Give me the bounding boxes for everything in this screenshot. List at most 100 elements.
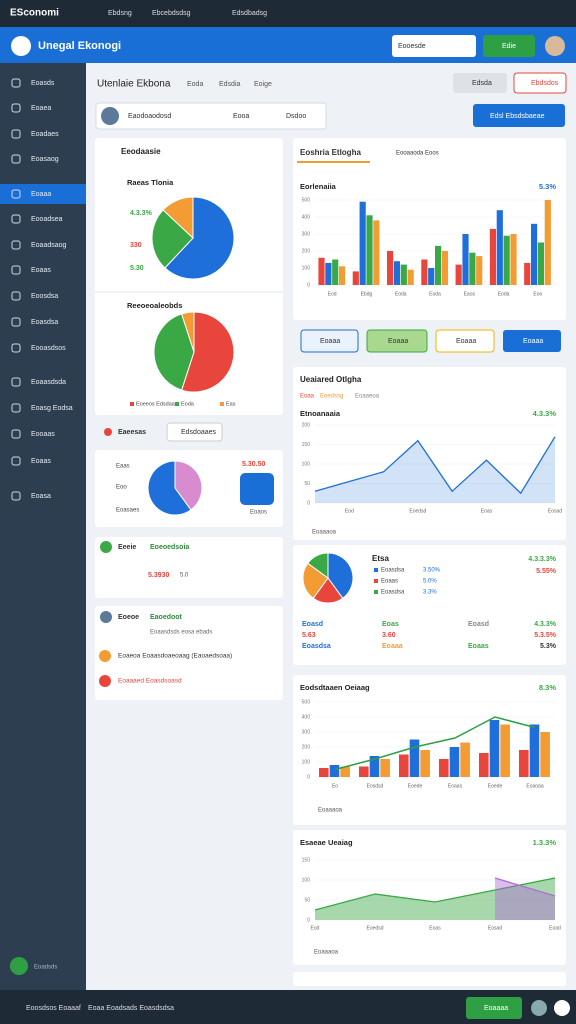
tab[interactable]: Eoaa: [300, 394, 315, 400]
menu-item[interactable]: Ebdsng: [108, 10, 132, 17]
panel-title: Eeodaasie: [121, 147, 161, 156]
tab[interactable]: Eoedssg: [320, 394, 343, 400]
user-name[interactable]: Eaodoaodosd: [128, 113, 171, 120]
pie-slice: [153, 313, 195, 391]
sidebar-item[interactable]: Eoasds: [31, 80, 55, 87]
stat: Eoaas: [468, 643, 489, 650]
bar: [421, 259, 428, 285]
tab[interactable]: Eoaaeoa: [355, 394, 380, 400]
tab[interactable]: Eooaaoda Eoos: [396, 151, 439, 157]
tab[interactable]: Eoige: [254, 81, 272, 88]
bar: [329, 765, 340, 777]
button-text[interactable]: Eoaaa: [320, 338, 340, 345]
y-tick-label: 0: [307, 774, 310, 780]
user-avatar: [101, 107, 119, 125]
header-title: Unegal Ekonogi: [38, 40, 121, 52]
bar: [469, 252, 476, 285]
list-item[interactable]: Eoaeoa Eoaasdoaeoaag (Eaoaedsoaa): [118, 653, 232, 660]
tool-button-text[interactable]: Edsda: [472, 80, 492, 87]
list-item[interactable]: Eoaaaed Eoasdsoasd: [118, 678, 182, 685]
sidebar-icon: [11, 377, 21, 387]
sidebar-item[interactable]: Eoaasdsda: [31, 379, 66, 386]
bar: [366, 215, 373, 285]
search-box[interactable]: [392, 35, 476, 57]
pie-slice: [174, 460, 203, 511]
sidebar-item[interactable]: Eoaadsaog: [31, 242, 67, 249]
sidebar-item[interactable]: Eooadsea: [31, 216, 63, 223]
pie-label: Eoasaes: [116, 508, 139, 514]
sidebar-item[interactable]: Eoosdsa: [31, 293, 58, 300]
button-text[interactable]: Eoaaa: [523, 338, 543, 345]
avatar[interactable]: [545, 36, 565, 56]
legend-value: 5.0%: [423, 579, 437, 585]
legend-item: Eoda: [181, 401, 195, 407]
menu-item[interactable]: Edsdbadsg: [232, 10, 267, 17]
select[interactable]: Eooa: [233, 113, 249, 120]
sidebar-item[interactable]: Eooaas: [31, 431, 55, 438]
tab[interactable]: Eoda: [187, 81, 203, 88]
tool-button-text[interactable]: Ebdsdos: [531, 80, 559, 87]
y-tick-label: 200: [302, 422, 311, 428]
menu-item[interactable]: Ebcebdsdsg: [152, 10, 191, 17]
user-select[interactable]: [95, 102, 327, 130]
tab[interactable]: Edsdia: [219, 81, 241, 88]
bottom-icon[interactable]: [554, 1000, 570, 1016]
bar: [489, 720, 500, 777]
primary-button[interactable]: [473, 104, 565, 127]
button[interactable]: [435, 329, 495, 353]
list-icon: [99, 675, 111, 687]
button-text[interactable]: Eoaaa: [456, 338, 476, 345]
y-tick-label: 50: [304, 897, 310, 903]
sidebar-item[interactable]: Eooasdsos: [31, 345, 66, 352]
x-tick-label: Eo: [332, 783, 338, 789]
sidebar-item[interactable]: Eoaea: [31, 105, 51, 112]
panel: [95, 606, 283, 700]
bar: [399, 754, 409, 777]
link[interactable]: Eoaos: [250, 510, 267, 516]
x-tick-label: Eosdsd: [367, 783, 384, 789]
bottom-button-text[interactable]: Eoaaaa: [484, 1005, 508, 1012]
sidebar-item[interactable]: Eoasa: [31, 493, 51, 500]
bottom-button[interactable]: [466, 997, 522, 1019]
sidebar-icon: [11, 129, 21, 139]
stat: Eoas: [382, 621, 399, 628]
header-button-text[interactable]: Edie: [502, 43, 516, 50]
filter-button-text[interactable]: Edsdoaaes: [181, 429, 217, 436]
pie-slice: [164, 196, 235, 280]
primary-button-text[interactable]: Edsl Ebsdsbaeae: [490, 113, 545, 120]
bottom-avatar[interactable]: [531, 1000, 547, 1016]
search-text[interactable]: Eooesde: [398, 43, 426, 50]
select[interactable]: Dsdoo: [286, 113, 306, 120]
bar: [519, 750, 529, 777]
x-tick-label: Eoad: [549, 925, 561, 931]
bar: [510, 234, 517, 285]
tool-button[interactable]: [513, 72, 567, 94]
sidebar-icon: [11, 154, 21, 164]
sidebar-item[interactable]: Eoadaes: [31, 131, 59, 138]
line: [314, 436, 556, 495]
sidebar-item[interactable]: Eoasaog: [31, 156, 59, 163]
button-text[interactable]: Eoaaa: [388, 338, 408, 345]
button[interactable]: [366, 329, 428, 353]
sidebar-item[interactable]: Eoasg Eodsa: [31, 405, 73, 412]
filter[interactable]: Eaeesas: [118, 429, 146, 436]
x-tick-label: Eod: [311, 925, 320, 931]
button[interactable]: [503, 330, 561, 352]
sidebar-item[interactable]: Eoaaa: [31, 191, 51, 198]
sidebar-item[interactable]: Eoasdsa: [31, 319, 58, 326]
section-icon: [100, 611, 112, 623]
pie-slice: [327, 552, 354, 599]
x-tick-label: Eod: [345, 508, 354, 514]
bottom-item[interactable]: Eoosdsos Eoaaaf: [26, 1005, 81, 1012]
tool-button[interactable]: [453, 73, 507, 93]
bottom-item[interactable]: Eoaa Eoadsads Eoasdsdsa: [88, 1005, 174, 1012]
header-button[interactable]: [483, 35, 535, 57]
panel-title: Etsa: [372, 554, 389, 563]
sidebar-item[interactable]: Eoaas: [31, 458, 51, 465]
icon-button[interactable]: [240, 473, 274, 505]
button[interactable]: [300, 329, 359, 353]
sidebar-item[interactable]: Eoaas: [31, 267, 51, 274]
filter-button[interactable]: [166, 422, 223, 442]
line: [494, 877, 556, 897]
tab[interactable]: Eoshria Etlogha: [300, 148, 361, 157]
